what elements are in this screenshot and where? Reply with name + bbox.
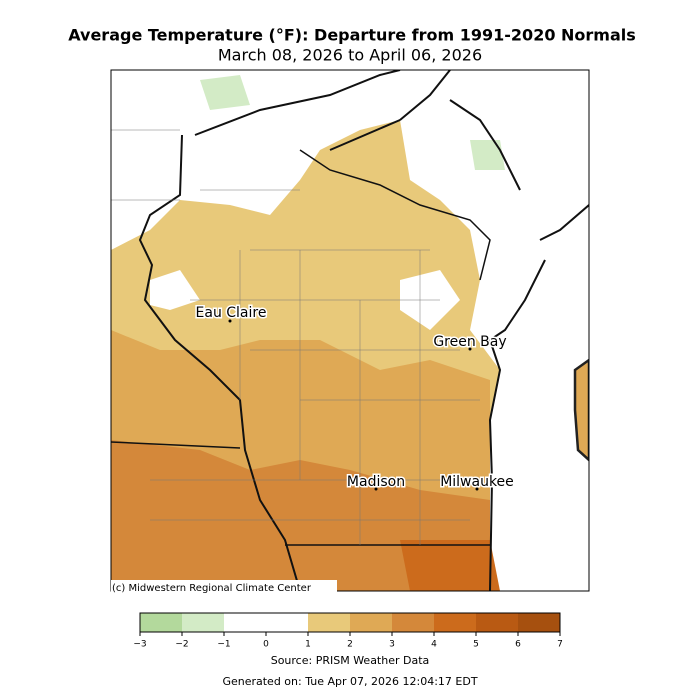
source: Source: PRISM Weather Data <box>271 654 430 667</box>
colorbar-tick-label: 1 <box>305 640 311 650</box>
michigan-shore <box>573 358 589 462</box>
colorbar-tick-label: −2 <box>175 640 188 650</box>
colorbar-tick-label: 2 <box>347 640 353 650</box>
colorbar-bin <box>518 613 560 632</box>
colorbar-bin <box>434 613 476 632</box>
copyright: (c) Midwestern Regional Climate Center <box>112 583 312 594</box>
generated: Generated on: Tue Apr 07, 2026 12:04:17 … <box>222 675 477 688</box>
colorbar-bin <box>224 613 266 632</box>
colorbar-bin <box>308 613 350 632</box>
colorbar-tick-label: 7 <box>557 640 563 650</box>
city-marker <box>374 487 378 491</box>
colorbar-bin <box>140 613 182 632</box>
map-frame <box>110 69 590 592</box>
county-lines <box>111 129 480 545</box>
region-neg <box>200 75 250 110</box>
colorbar: −3 −2 −1 0 1 2 3 4 5 6 7 <box>133 612 563 650</box>
city-label: Milwaukee <box>440 474 514 490</box>
colorbar-tick-label: 6 <box>515 640 521 650</box>
colorbar-tick-label: −1 <box>217 640 230 650</box>
region-3-4 <box>111 440 490 591</box>
city-marker <box>475 487 479 491</box>
colorbar-tick-label: 3 <box>389 640 395 650</box>
mississippi-border <box>138 134 301 591</box>
state-border <box>299 149 491 281</box>
state-border <box>111 441 490 546</box>
city-label: Green Bay <box>433 334 506 350</box>
city-label: Madison <box>347 474 405 490</box>
region-0 <box>150 270 200 310</box>
colorbar-bin <box>266 613 308 632</box>
title: Average Temperature (°F): Departure from… <box>68 26 636 45</box>
subtitle: March 08, 2026 to April 06, 2026 <box>218 46 482 65</box>
superior-shore <box>194 70 451 151</box>
colorbar-tick-label: 4 <box>431 640 437 650</box>
city-marker <box>468 347 472 351</box>
colorbar-bin <box>350 613 392 632</box>
region-neg <box>470 140 505 170</box>
upper-shore <box>449 99 589 241</box>
colorbar-tick-label: −3 <box>133 640 146 650</box>
colorbar-bin <box>476 613 518 632</box>
city-label: Eau Claire <box>196 305 267 321</box>
colorbar-tick-label: 0 <box>263 640 269 650</box>
copyright-background <box>111 580 337 594</box>
map: Eau Claire Green Bay Madison Milwaukee (… <box>110 69 590 594</box>
colorbar-bin <box>182 613 224 632</box>
lake-michigan-shore <box>488 259 546 591</box>
colorbar-bin <box>392 613 434 632</box>
colorbar-tick-label: 5 <box>473 640 479 650</box>
city-marker <box>228 319 232 323</box>
region-4-5 <box>400 540 500 591</box>
